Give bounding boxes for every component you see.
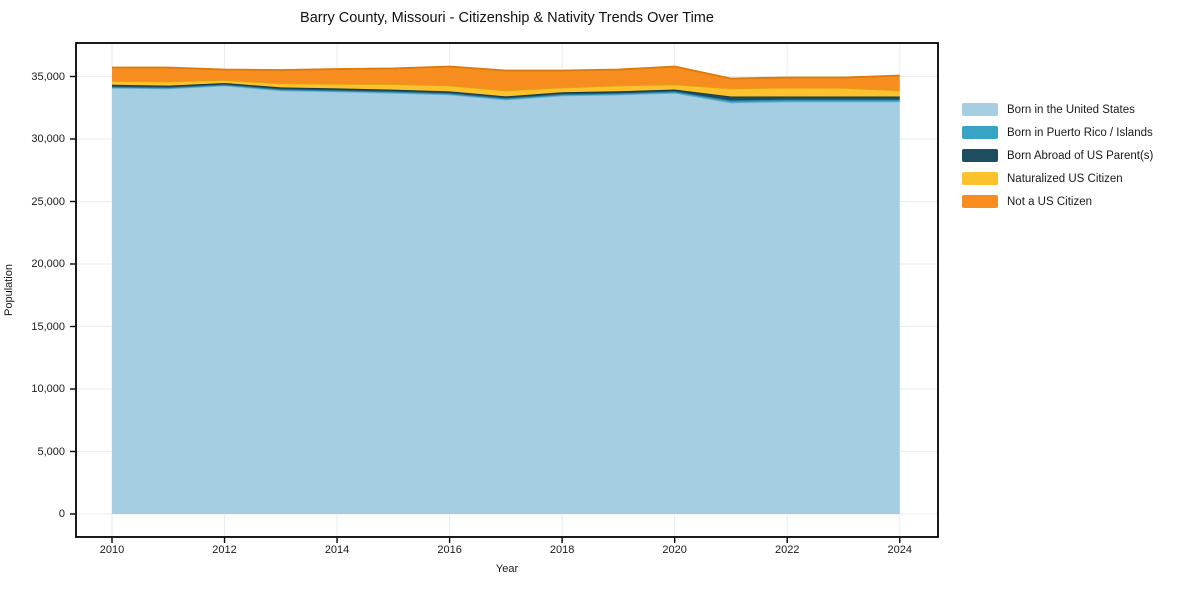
- legend-swatch-icon: [962, 195, 998, 208]
- x-tick-label: 2016: [437, 544, 462, 556]
- legend-swatch-icon: [962, 149, 998, 162]
- x-tick-label: 2010: [99, 544, 125, 556]
- x-tick-label: 2014: [324, 544, 350, 556]
- x-tick-label: 2018: [549, 544, 575, 556]
- legend-swatch-icon: [962, 172, 998, 185]
- y-tick-label: 0: [58, 508, 65, 520]
- x-tick-label: 2012: [212, 544, 237, 556]
- y-tick-label: 5,000: [37, 445, 65, 458]
- x-tick-label: 2020: [662, 544, 687, 556]
- legend-label: Not a US Citizen: [1007, 195, 1093, 208]
- legend-item: Naturalized US Citizen: [962, 172, 1153, 185]
- legend-label: Born Abroad of US Parent(s): [1007, 149, 1154, 162]
- x-tick-label: 2024: [887, 544, 912, 556]
- y-tick-label: 15,000: [31, 320, 65, 333]
- chart-title: Barry County, Missouri - Citizenship & N…: [300, 10, 714, 26]
- legend-item: Not a US Citizen: [962, 195, 1153, 208]
- y-axis-label: Population: [3, 264, 15, 316]
- edge-line: [112, 65, 900, 80]
- legend-label: Born in the United States: [1007, 103, 1135, 116]
- legend-label: Naturalized US Citizen: [1007, 172, 1123, 185]
- x-axis-label: Year: [495, 563, 519, 575]
- y-tick-label: 10,000: [31, 383, 65, 395]
- x-tick-label: 2022: [774, 544, 800, 556]
- legend-label: Born in Puerto Rico / Islands: [1007, 126, 1153, 139]
- plot-border: [75, 42, 939, 538]
- area-born-in-the-united-states: [112, 85, 900, 514]
- y-tick-label: 30,000: [31, 133, 65, 145]
- legend-item: Born in the United States: [962, 103, 1153, 116]
- y-tick-label: 35,000: [31, 70, 65, 83]
- legend-item: Born in Puerto Rico / Islands: [962, 126, 1153, 139]
- legend: Born in the United States Born in Puerto …: [962, 103, 1153, 218]
- legend-item: Born Abroad of US Parent(s): [962, 149, 1153, 162]
- legend-swatch-icon: [962, 126, 998, 139]
- y-tick-label: 20,000: [31, 258, 65, 270]
- legend-swatch-icon: [962, 103, 998, 116]
- y-tick-label: 25,000: [31, 195, 65, 208]
